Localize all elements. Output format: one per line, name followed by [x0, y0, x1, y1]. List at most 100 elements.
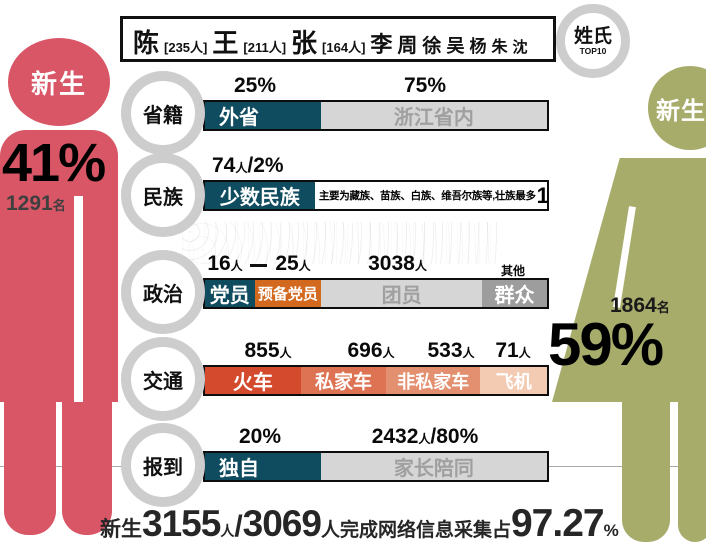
transport-label-4: 71人 [482, 339, 544, 363]
male-figure-leg-left [4, 402, 56, 535]
politics-label-3-value: 3038 [368, 252, 415, 275]
ethnicity-note-value: 16 [536, 182, 547, 208]
male-figure-head: 新生 [8, 38, 110, 126]
ethnicity-label-unit: 人 [235, 161, 248, 175]
surname-6: 徐 [422, 35, 442, 57]
female-head-label: 新生 [656, 97, 706, 125]
checkin-label-right: 2432人/80% [335, 425, 515, 449]
footer-percent-unit: % [603, 521, 619, 540]
checkin-label-right-pct: /80% [430, 425, 479, 448]
female-count-unit: 名 [656, 300, 670, 315]
badge-transport: 交通 [121, 337, 205, 421]
transport-label-1: 855人 [222, 339, 314, 363]
footer-percent: 97.27 [510, 502, 605, 545]
ethnicity-label-value: 74 [212, 154, 236, 177]
surname-2-count: [211人] [243, 40, 287, 55]
surname-1-count: [235人] [164, 40, 208, 55]
politics-seg-probationary: 预备党员 [254, 280, 322, 307]
ethnicity-seg-minority: 少数民族 [205, 182, 315, 209]
surname-4: 李 [370, 32, 393, 58]
transport-seg-non-private-car: 非私家车 [386, 367, 481, 394]
transport-label-3: 533人 [408, 339, 494, 363]
checkin-bar: 独自 家长陪同 [203, 451, 549, 482]
footer-total-unit: 人 [220, 523, 235, 539]
province-label-right: 75% [403, 74, 447, 97]
ethnicity-bar: 少数民族 主要为藏族、苗族、白族、维吾尔族等,壮族最多16人 [203, 180, 549, 211]
female-count: 1864名 [610, 294, 670, 318]
ethnicity-label-pct: /2% [247, 154, 284, 177]
surname-badge-title: 姓氏 [573, 25, 612, 47]
politics-label-2-value: 25 [275, 252, 299, 275]
surname-5: 周 [397, 33, 418, 57]
transport-seg-plane: 飞机 [480, 367, 547, 394]
surname-9: 朱 [491, 37, 508, 56]
surname-badge: 姓氏 TOP10 [556, 4, 630, 78]
surname-3-count: [164人] [322, 40, 366, 55]
surname-3: 张 [291, 29, 318, 59]
checkin-label-right-value: 2432 [371, 425, 419, 448]
politics-label-3-unit: 人 [414, 259, 427, 273]
transport-label-3-value: 533 [427, 339, 463, 362]
politics-label-2: 25人 [266, 252, 320, 276]
politics-seg-league: 团员 [321, 280, 482, 307]
politics-label-3: 3038人 [350, 252, 445, 276]
badge-ethnicity: 民族 [121, 153, 205, 237]
male-count: 1291名 [6, 192, 66, 216]
ethnicity-label: 74人/2% [212, 154, 284, 178]
male-figure-leg-right [62, 402, 112, 535]
female-figure-head: 新生 [648, 66, 706, 150]
surname-8: 杨 [469, 37, 487, 57]
male-count-unit: 名 [52, 198, 66, 213]
checkin-seg-alone: 独自 [205, 453, 321, 480]
male-figure-arm-slit [74, 196, 83, 402]
ethnicity-note-prefix: 主要为藏族、苗族、白族、维吾尔族等,壮族最多 [318, 190, 536, 202]
badge-politics: 政治 [121, 250, 205, 334]
politics-seg-member: 党员 [205, 280, 255, 307]
transport-label-3-unit: 人 [462, 346, 475, 360]
politics-label-2-unit: 人 [298, 259, 311, 273]
footer-slash: / [234, 510, 243, 543]
badge-province: 省籍 [121, 71, 205, 155]
province-seg-zhejiang: 浙江省内 [320, 102, 547, 129]
male-figure-torso [0, 130, 118, 402]
watermark [182, 222, 498, 264]
badge-checkin: 报到 [121, 423, 205, 507]
female-figure-leg-left [622, 402, 670, 542]
transport-bar: 火车 私家车 非私家车 飞机 [203, 365, 549, 396]
province-bar: 外省 浙江省内 [203, 100, 549, 131]
surname-7: 吴 [446, 36, 465, 57]
politics-label-other: 其他 [500, 264, 525, 278]
footer-stats: 新生 3155 人 / 3069 人完成网络信息采集占 97.27 % [100, 502, 619, 546]
transport-label-2-unit: 人 [382, 346, 395, 360]
transport-label-1-unit: 人 [279, 346, 292, 360]
checkin-seg-with-parents: 家长陪同 [320, 453, 547, 480]
transport-label-4-value: 71 [495, 339, 519, 362]
female-percent: 59% [548, 311, 664, 378]
province-seg-outside: 外省 [205, 102, 321, 129]
checkin-label-right-unit: 人 [418, 432, 431, 446]
male-percent: 41% [2, 133, 106, 193]
province-label-left: 25% [233, 74, 277, 97]
politics-label-dash [250, 264, 267, 267]
transport-label-2-value: 696 [347, 339, 383, 362]
surname-2: 王 [212, 29, 239, 59]
female-count-value: 1864 [610, 294, 657, 317]
transport-label-2: 696人 [326, 339, 416, 363]
transport-seg-train: 火车 [205, 367, 301, 394]
politics-seg-masses: 群众 [482, 280, 547, 307]
politics-label-1-unit: 人 [230, 259, 243, 273]
surname-10: 沈 [512, 38, 528, 56]
surname-1: 陈 [133, 29, 160, 59]
transport-label-1-value: 855 [244, 339, 280, 362]
surname-badge-subtitle: TOP10 [579, 45, 607, 56]
male-count-value: 1291 [6, 192, 53, 215]
checkin-label-left: 20% [238, 425, 282, 448]
politics-label-1-value: 16 [207, 252, 231, 275]
ethnicity-note: 主要为藏族、苗族、白族、维吾尔族等,壮族最多16人 [314, 182, 547, 209]
footer-middle-text: 人完成网络信息采集占 [320, 520, 511, 541]
footer-total: 3155 [142, 503, 221, 544]
female-figure-leg-right [678, 402, 706, 542]
transport-seg-private-car: 私家车 [300, 367, 387, 394]
politics-bar: 党员 预备党员 团员 群众 [203, 278, 549, 309]
footer-prefix: 新生 [100, 518, 142, 541]
